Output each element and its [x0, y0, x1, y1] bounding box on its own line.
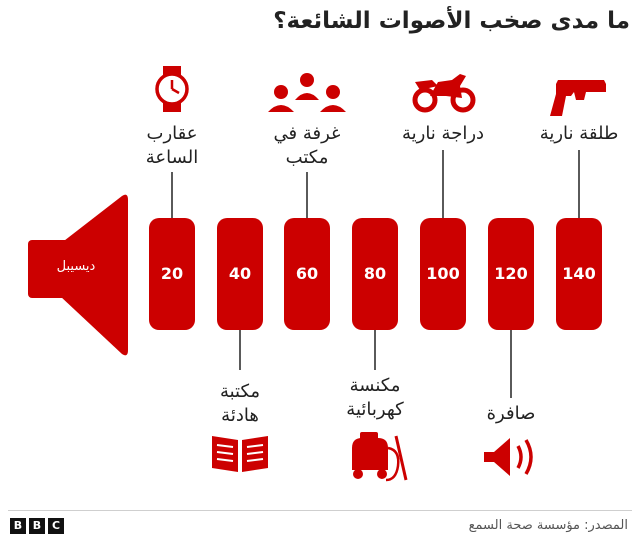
motorcycle-icon: [412, 74, 476, 113]
label-120: صافرة: [461, 402, 561, 426]
pistol-icon: [550, 80, 606, 116]
wristwatch-icon: [155, 66, 189, 112]
label-80: مكنسة كهربائية: [315, 374, 435, 422]
pill-60: [284, 218, 330, 330]
label-60-line2: مكتب: [285, 147, 329, 168]
label-60-line1: غرفة في: [273, 123, 341, 144]
label-80-line1: مكنسة: [349, 375, 401, 396]
label-40-line1: مكتبة: [219, 381, 261, 402]
label-20-line2: الساعة: [145, 147, 199, 168]
pill-20: [149, 218, 195, 330]
pill-value-20: 20: [160, 264, 184, 283]
label-140-line1: طلقة نارية: [539, 123, 619, 144]
label-20-line1: عقارب: [146, 123, 198, 144]
pill-100: [420, 218, 466, 330]
open-book-icon: [212, 436, 268, 472]
bbc-logo-letter: C: [48, 518, 64, 534]
label-100-line1: دراجة نارية: [401, 123, 485, 144]
speaker-icon: [28, 194, 128, 356]
label-80-line2: كهربائية: [346, 399, 404, 420]
bbc-logo-letter: B: [10, 518, 26, 534]
pill-value-60: 60: [295, 264, 319, 283]
label-120-line1: صافرة: [486, 403, 536, 424]
label-100: دراجة نارية: [388, 122, 498, 146]
source-credit: المصدر: مؤسسة صحة السمع: [468, 518, 628, 533]
label-140: طلقة نارية: [524, 122, 634, 146]
unit-label: ديسيبل: [56, 259, 96, 274]
pill-value-140: 140: [562, 264, 596, 283]
label-40-line2: هادئة: [221, 405, 259, 426]
pill-value-80: 80: [363, 264, 387, 283]
pill-value-120: 120: [494, 264, 528, 283]
people-group-icon: [268, 73, 346, 112]
siren-speaker-icon: [484, 438, 533, 476]
level-pills: [149, 218, 602, 330]
footer-divider: [8, 510, 632, 511]
label-20: عقارب الساعة: [122, 122, 222, 170]
bbc-logo-letter: B: [29, 518, 45, 534]
page-title: ما مدى صخب الأصوات الشائعة؟: [273, 8, 630, 34]
label-60: غرفة في مكتب: [257, 122, 357, 170]
pill-120: [488, 218, 534, 330]
pill-40: [217, 218, 263, 330]
pill-80: [352, 218, 398, 330]
pill-value-40: 40: [228, 264, 252, 283]
connector-lines: [171, 150, 580, 398]
pill-value-100: 100: [426, 264, 460, 283]
pill-140: [556, 218, 602, 330]
vacuum-cleaner-icon: [352, 432, 408, 482]
bbc-logo: B B C: [10, 518, 64, 534]
label-40: مكتبة هادئة: [190, 380, 290, 428]
